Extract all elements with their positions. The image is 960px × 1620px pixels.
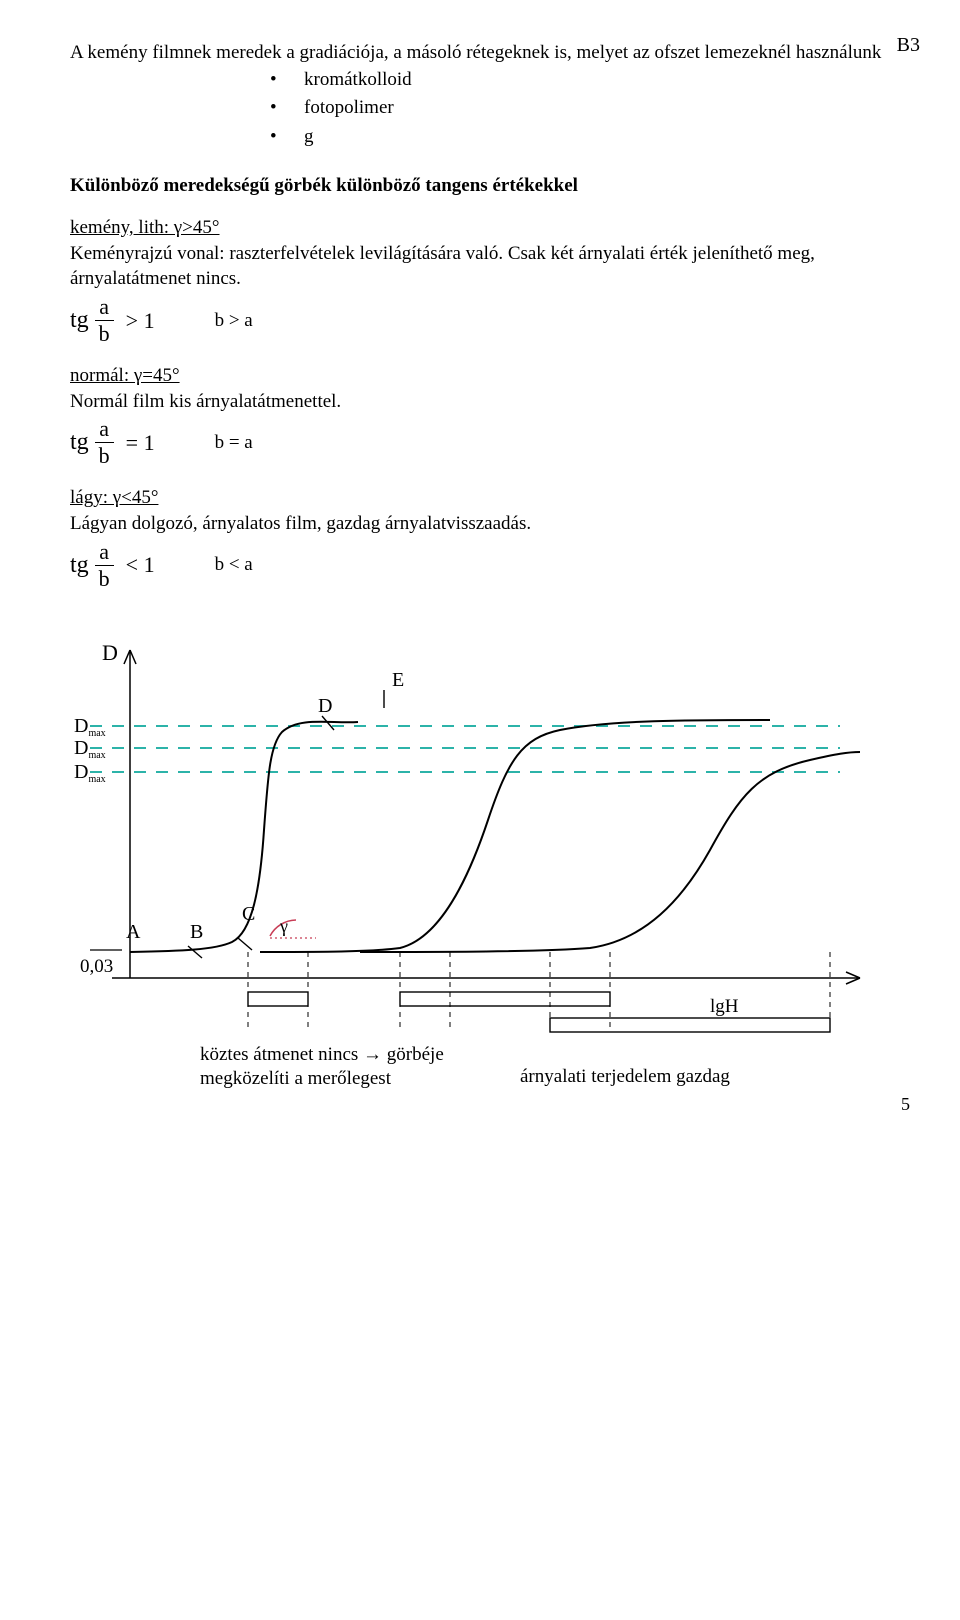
svg-text:γ: γ: [279, 916, 288, 936]
bullet-list: kromátkolloid fotopolimer g: [270, 66, 890, 152]
normal-formula: tg a b = 1 b = a: [70, 418, 890, 467]
lagy-body: Lágyan dolgozó, árnyalatos film, gazdag …: [70, 513, 531, 534]
svg-text:D: D: [318, 695, 332, 717]
svg-text:lgH: lgH: [710, 996, 739, 1017]
svg-text:köztes átmenet nincs → görbéje: köztes átmenet nincs → görbéje: [200, 1044, 444, 1065]
document-page: B3 A kemény filmnek meredek a gradiációj…: [0, 0, 960, 1145]
svg-text:D: D: [102, 640, 118, 665]
intro-paragraph: A kemény filmnek meredek a gradiációja, …: [70, 40, 890, 66]
page-number: 5: [901, 1094, 910, 1115]
gradation-chart: DDmaxDmaxDmax0,03γABCDElgHköztes átmenet…: [70, 620, 890, 1105]
svg-text:megközelíti a merőlegest: megközelíti a merőlegest: [200, 1068, 392, 1089]
list-item: kromátkolloid: [270, 66, 890, 95]
lagy-formula: tg a b < 1 b < a: [70, 541, 890, 590]
kemeny-body: Keményrajzú vonal: raszterfelvételek lev…: [70, 243, 815, 290]
tg-label: tg: [70, 429, 89, 456]
list-item: fotopolimer: [270, 94, 890, 123]
compare: b < a: [215, 554, 253, 576]
svg-text:E: E: [392, 669, 404, 691]
kemeny-heading: kemény, lith: γ>45°: [70, 217, 220, 238]
fraction: a b: [95, 296, 114, 345]
list-item: g: [270, 123, 890, 152]
svg-text:0,03: 0,03: [80, 956, 113, 977]
tg-label: tg: [70, 307, 89, 334]
lagy-heading: lágy: γ<45°: [70, 487, 158, 508]
compare: b > a: [215, 310, 253, 332]
compare: b = a: [215, 432, 253, 454]
normal-body: Normál film kis árnyalatátmenettel.: [70, 391, 341, 412]
relation: = 1: [126, 430, 155, 456]
normal-heading: normál: γ=45°: [70, 365, 180, 386]
chart-svg: DDmaxDmaxDmax0,03γABCDElgHköztes átmenet…: [70, 620, 880, 1100]
fraction: a b: [95, 418, 114, 467]
lagy-block: lágy: γ<45° Lágyan dolgozó, árnyalatos f…: [70, 485, 890, 536]
corner-label: B3: [897, 34, 920, 57]
svg-text:B: B: [190, 921, 203, 943]
section-title: Különböző meredekségű görbék különböző t…: [70, 175, 890, 197]
relation: < 1: [126, 552, 155, 578]
kemeny-formula: tg a b > 1 b > a: [70, 296, 890, 345]
svg-text:C: C: [242, 903, 255, 925]
svg-text:A: A: [126, 921, 141, 943]
tg-label: tg: [70, 552, 89, 579]
fraction: a b: [95, 541, 114, 590]
kemeny-block: kemény, lith: γ>45° Keményrajzú vonal: r…: [70, 215, 890, 292]
relation: > 1: [126, 308, 155, 334]
svg-text:árnyalati terjedelem gazdag: árnyalati terjedelem gazdag: [520, 1066, 730, 1087]
normal-block: normál: γ=45° Normál film kis árnyalatát…: [70, 363, 890, 414]
